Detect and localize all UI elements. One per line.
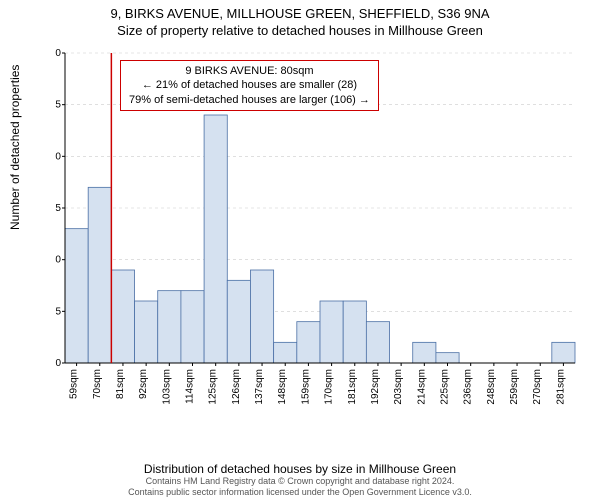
svg-text:25: 25 — [55, 100, 61, 111]
svg-text:103sqm: 103sqm — [161, 369, 172, 405]
svg-text:20: 20 — [55, 151, 61, 162]
svg-text:259sqm: 259sqm — [509, 369, 520, 405]
footer-line1: Contains HM Land Registry data © Crown c… — [0, 476, 600, 487]
svg-text:248sqm: 248sqm — [486, 369, 497, 405]
svg-text:214sqm: 214sqm — [416, 369, 427, 405]
svg-text:225sqm: 225sqm — [440, 369, 451, 405]
annotation-callout: 9 BIRKS AVENUE: 80sqm← 21% of detached h… — [120, 60, 379, 111]
svg-text:203sqm: 203sqm — [393, 369, 404, 405]
svg-text:70sqm: 70sqm — [92, 369, 103, 399]
svg-text:81sqm: 81sqm — [115, 369, 126, 399]
title-block: 9, BIRKS AVENUE, MILLHOUSE GREEN, SHEFFI… — [0, 0, 600, 38]
footer-line2: Contains public sector information licen… — [0, 487, 600, 498]
svg-text:5: 5 — [55, 306, 61, 317]
footer-attribution: Contains HM Land Registry data © Crown c… — [0, 476, 600, 498]
annotation-line3: 79% of semi-detached houses are larger (… — [129, 93, 370, 107]
svg-text:281sqm: 281sqm — [555, 369, 566, 405]
svg-text:59sqm: 59sqm — [69, 369, 80, 399]
svg-text:159sqm: 159sqm — [300, 369, 311, 405]
svg-text:114sqm: 114sqm — [185, 369, 196, 404]
svg-text:30: 30 — [55, 48, 61, 59]
svg-text:148sqm: 148sqm — [277, 369, 288, 405]
title-address: 9, BIRKS AVENUE, MILLHOUSE GREEN, SHEFFI… — [0, 6, 600, 21]
title-subtitle: Size of property relative to detached ho… — [0, 23, 600, 38]
svg-text:236sqm: 236sqm — [463, 369, 474, 405]
svg-text:10: 10 — [55, 255, 61, 266]
svg-text:181sqm: 181sqm — [347, 369, 358, 405]
svg-text:0: 0 — [55, 358, 61, 369]
annotation-line1: 9 BIRKS AVENUE: 80sqm — [129, 64, 370, 78]
svg-text:270sqm: 270sqm — [532, 369, 543, 405]
svg-text:92sqm: 92sqm — [138, 369, 149, 399]
svg-text:137sqm: 137sqm — [254, 369, 265, 405]
x-axis-label: Distribution of detached houses by size … — [0, 462, 600, 476]
svg-text:125sqm: 125sqm — [208, 369, 219, 405]
chart-container: 9, BIRKS AVENUE, MILLHOUSE GREEN, SHEFFI… — [0, 0, 600, 500]
svg-text:170sqm: 170sqm — [324, 369, 335, 405]
y-axis-label: Number of detached properties — [8, 65, 22, 230]
svg-text:192sqm: 192sqm — [370, 369, 381, 405]
svg-text:126sqm: 126sqm — [231, 369, 242, 405]
annotation-line2: ← 21% of detached houses are smaller (28… — [129, 78, 370, 92]
svg-text:15: 15 — [55, 203, 61, 214]
